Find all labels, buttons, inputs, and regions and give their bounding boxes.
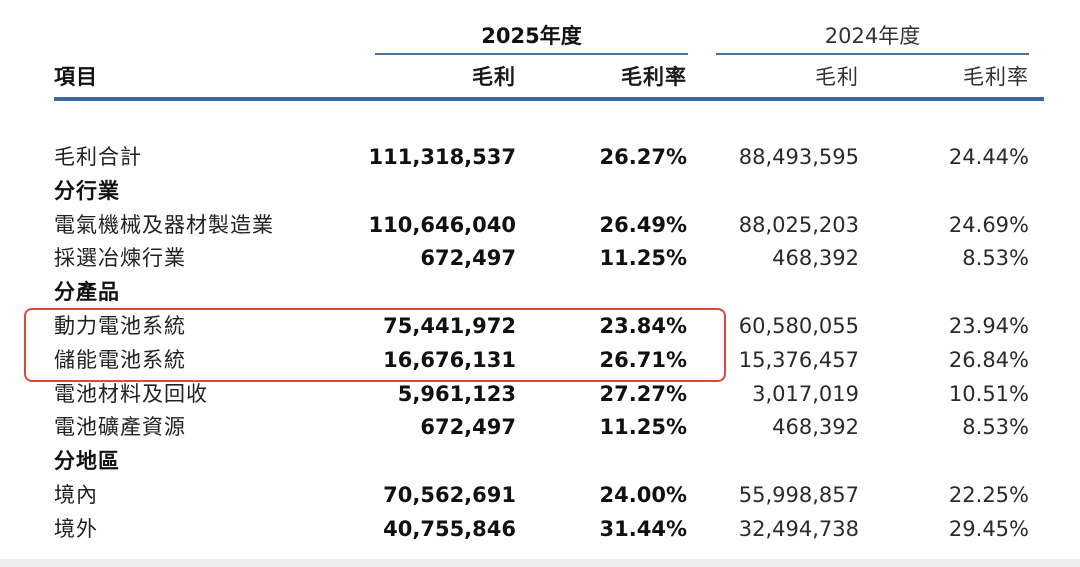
- gross-profit-2024: 88,025,203: [738, 212, 859, 237]
- row-label: 電池材料及回收: [54, 381, 208, 406]
- row-label: 電池礦產資源: [54, 415, 186, 440]
- table-row: 毛利合計 111,318,537 26.27% 88,493,595 24.44…: [0, 141, 1080, 175]
- column-header-margin-2025: 毛利率: [621, 65, 687, 89]
- table-row: 動力電池系統 75,441,972 23.84% 60,580,055 23.9…: [0, 310, 1080, 344]
- gross-profit-2025: 672,497: [420, 246, 516, 271]
- section-row: 分地區: [0, 445, 1080, 479]
- margin-2025: 26.27%: [599, 145, 687, 169]
- table-row: 儲能電池系統 16,676,131 26.71% 15,376,457 26.8…: [0, 344, 1080, 378]
- margin-2025: 11.25%: [599, 246, 687, 271]
- table-row: 電池材料及回收 5,961,123 27.27% 3,017,019 10.51…: [0, 378, 1080, 412]
- gross-profit-2025: 672,497: [420, 415, 516, 440]
- margin-2025: 26.71%: [599, 347, 687, 372]
- margin-2025: 23.84%: [599, 313, 687, 338]
- gross-profit-2024: 32,494,738: [738, 516, 859, 541]
- table-row: 電池礦產資源 672,497 11.25% 468,392 8.53%: [0, 411, 1080, 445]
- group-underline-2025: [375, 53, 688, 55]
- column-header-margin-2024: 毛利率: [963, 65, 1029, 89]
- margin-2025: 11.25%: [599, 415, 687, 440]
- row-label: 電氣機械及器材製造業: [54, 212, 274, 237]
- margin-2025: 26.49%: [599, 212, 687, 237]
- gross-profit-2024: 55,998,857: [738, 482, 859, 507]
- column-header-item: 項目: [54, 65, 98, 89]
- bottom-shade: [0, 559, 1080, 567]
- section-row: 分產品: [0, 276, 1080, 310]
- row-label: 境外: [54, 516, 98, 541]
- margin-2025: 27.27%: [599, 381, 687, 406]
- row-label: 毛利合計: [54, 145, 142, 169]
- gross-profit-2024: 3,017,019: [752, 381, 859, 406]
- margin-2024: 29.45%: [948, 516, 1029, 541]
- margin-2024: 26.84%: [948, 347, 1029, 372]
- gross-profit-2024: 88,493,595: [738, 145, 859, 169]
- header-divider: [54, 97, 1044, 101]
- group-header-2024: 2024年度: [824, 24, 921, 48]
- gross-profit-2024: 468,392: [772, 415, 859, 440]
- highlight-box: [24, 308, 726, 382]
- gross-profit-2025: 70,562,691: [383, 482, 516, 507]
- section-label: 分地區: [54, 449, 120, 474]
- margin-2024: 24.69%: [948, 212, 1029, 237]
- table-row: 境外 40,755,846 31.44% 32,494,738 29.45%: [0, 513, 1080, 547]
- margin-2024: 23.94%: [948, 313, 1029, 338]
- section-row: 分行業: [0, 175, 1080, 209]
- section-label: 分行業: [54, 178, 120, 203]
- margin-2024: 8.53%: [962, 415, 1029, 440]
- gross-profit-2024: 468,392: [772, 246, 859, 271]
- row-label: 動力電池系統: [54, 313, 186, 338]
- row-label: 採選冶煉行業: [54, 246, 186, 271]
- row-label: 境內: [54, 482, 98, 507]
- table-row: 境內 70,562,691 24.00% 55,998,857 22.25%: [0, 479, 1080, 513]
- gross-profit-2024: 60,580,055: [738, 313, 859, 338]
- gross-profit-2025: 16,676,131: [383, 347, 516, 372]
- section-label: 分產品: [54, 280, 120, 305]
- column-header-gross-profit-2024: 毛利: [815, 65, 859, 89]
- gross-profit-2025: 75,441,972: [383, 313, 516, 338]
- row-label: 儲能電池系統: [54, 347, 186, 372]
- gross-profit-2025: 111,318,537: [368, 145, 516, 169]
- margin-2024: 24.44%: [948, 145, 1029, 169]
- gross-profit-2025: 40,755,846: [383, 516, 516, 541]
- group-underline-2024: [716, 53, 1029, 55]
- gross-profit-2025: 110,646,040: [368, 212, 516, 237]
- gross-profit-2025: 5,961,123: [397, 381, 516, 406]
- table-row: 電氣機械及器材製造業 110,646,040 26.49% 88,025,203…: [0, 209, 1080, 243]
- table-body: 毛利合計 111,318,537 26.27% 88,493,595 24.44…: [0, 141, 1080, 547]
- margin-2025: 24.00%: [599, 482, 687, 507]
- margin-2024: 8.53%: [962, 246, 1029, 271]
- gross-profit-2024: 15,376,457: [738, 347, 859, 372]
- margin-2024: 10.51%: [948, 381, 1029, 406]
- group-header-2025: 2025年度: [481, 24, 582, 48]
- column-header-gross-profit-2025: 毛利: [472, 65, 516, 89]
- margin-2024: 22.25%: [948, 482, 1029, 507]
- margin-2025: 31.44%: [599, 516, 687, 541]
- table-row: 採選冶煉行業 672,497 11.25% 468,392 8.53%: [0, 242, 1080, 276]
